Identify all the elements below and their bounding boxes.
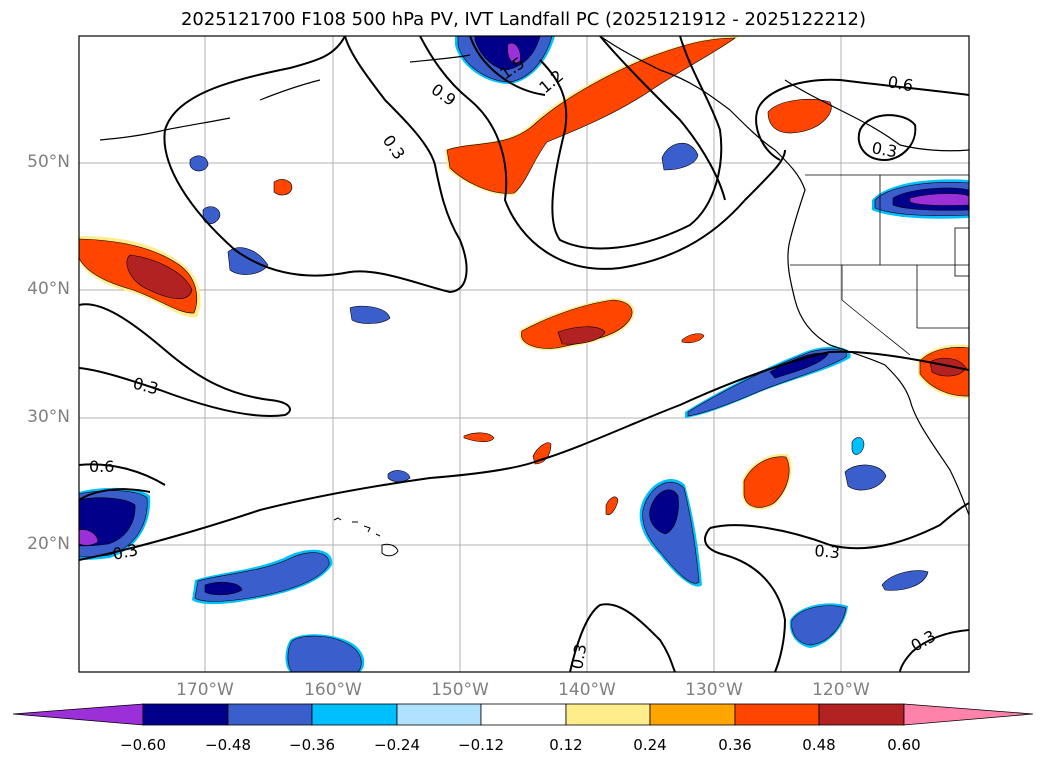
lat-label: 50°N: [27, 152, 70, 172]
colorbar-tick-label: −0.60: [120, 736, 166, 754]
lon-label: 130°W: [685, 680, 743, 700]
lat-label: 20°N: [27, 534, 70, 554]
pos-blob-small-48n: [273, 179, 293, 196]
pos-blob-55n: [767, 98, 832, 134]
lat-label: 30°N: [27, 407, 70, 427]
positive-anomaly-patches: [79, 36, 969, 515]
lon-label: 120°W: [812, 680, 870, 700]
lon-label: 140°W: [558, 680, 616, 700]
lat-label: 40°N: [27, 279, 70, 299]
colorbar-segment: [311, 703, 398, 726]
colorbar-extend-high: [903, 703, 1034, 726]
colorbar-segment: [649, 703, 736, 726]
pos-blob-small-36n: [681, 333, 705, 344]
lon-label: 170°W: [176, 680, 234, 700]
colorbar-tick-label: 0.24: [633, 736, 667, 754]
colorbar-tick-label: 0.60: [887, 736, 921, 754]
contour-label: 0.3: [111, 540, 140, 564]
colorbar: [12, 703, 1034, 726]
neg-blob-50n: [189, 155, 209, 172]
colorbar-tick-label: −0.48: [205, 736, 251, 754]
contour-label: 0.3: [567, 642, 590, 670]
pv-contours: [79, 36, 969, 672]
figure-title: 2025121700 F108 500 hPa PV, IVT Landfall…: [180, 9, 867, 30]
colorbar-segment: [565, 703, 651, 726]
colorbar-segment: [734, 703, 820, 726]
map-frame: [78, 35, 970, 673]
negative-anomaly-patches: [79, 36, 969, 672]
hawaii-islands: [333, 517, 399, 557]
colorbar-tick-label: 0.36: [718, 736, 752, 754]
colorbar-segment: [818, 703, 905, 726]
pos-blob-28n: [463, 432, 495, 443]
colorbar-tick-label: −0.12: [458, 736, 504, 754]
lon-label: 160°W: [304, 680, 362, 700]
colorbar-tick-label: 0.48: [802, 736, 836, 754]
colorbar-segment: [480, 703, 567, 726]
contour-label: 0.3: [814, 541, 841, 562]
colorbar-segment: [142, 703, 229, 726]
contour-label: 0.6: [886, 72, 914, 95]
colorbar-tick-label: −0.24: [374, 736, 420, 754]
colorbar-tick-label: −0.36: [289, 736, 335, 754]
colorbar-tick-label: 0.12: [549, 736, 583, 754]
contour-label: 0.6: [89, 457, 114, 476]
colorbar-segment: [396, 703, 482, 726]
colorbar-extend-low: [12, 703, 144, 726]
colorbar-segment: [227, 703, 313, 726]
contour-label: 0.3: [870, 138, 898, 161]
lon-label: 150°W: [431, 680, 489, 700]
state-borders: [790, 174, 969, 356]
